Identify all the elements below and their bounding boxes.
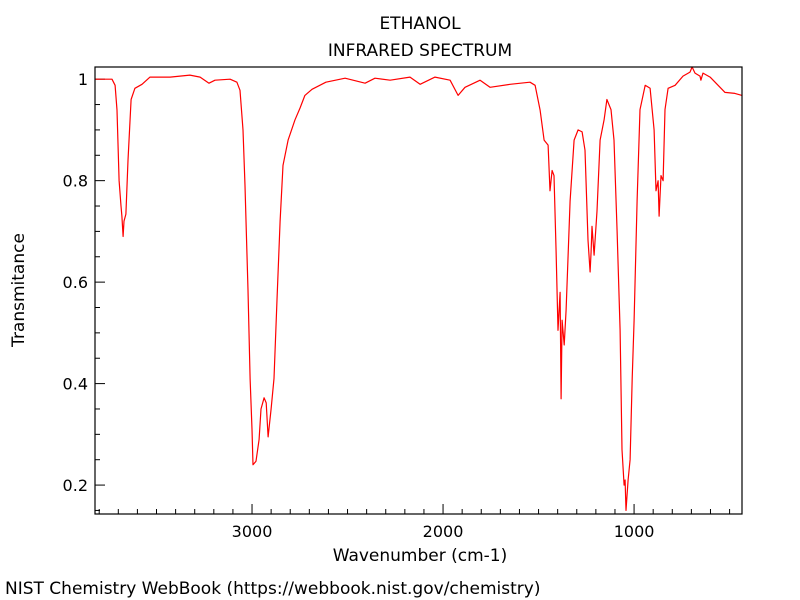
y-tick-label: 0.6 xyxy=(63,273,88,292)
chart-title: ETHANOL xyxy=(379,14,461,34)
x-tick-label: 2000 xyxy=(423,522,464,541)
footer-credit: NIST Chemistry WebBook (https://webbook.… xyxy=(5,579,540,599)
plot-frame xyxy=(94,66,743,515)
x-axis-label: Wavenumber (cm-1) xyxy=(333,546,508,566)
axis-ticks: 3000 2000 1000 0.2 0.4 0.6 0.8 1 xyxy=(63,70,731,541)
x-tick-label: 3000 xyxy=(232,522,273,541)
y-tick-label: 1 xyxy=(78,70,88,89)
x-tick-label: 1000 xyxy=(614,522,655,541)
y-axis-label: Transmitance xyxy=(9,233,29,348)
y-tick-label: 0.8 xyxy=(63,172,88,191)
y-tick-label: 0.4 xyxy=(63,375,88,394)
chart-subtitle: INFRARED SPECTRUM xyxy=(328,41,512,61)
y-tick-label: 0.2 xyxy=(63,476,88,495)
spectrum-line xyxy=(95,66,743,511)
